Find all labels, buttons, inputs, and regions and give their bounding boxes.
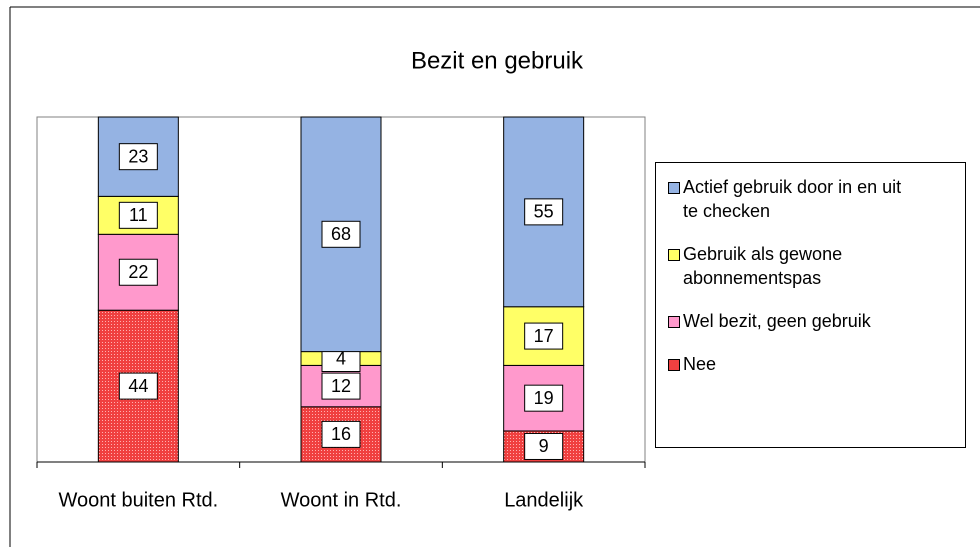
chart-title: Bezit en gebruik (411, 47, 584, 74)
legend-label: Wel bezit, geen gebruik (683, 311, 871, 331)
legend-swatch (668, 316, 680, 328)
legend-swatch (668, 359, 680, 371)
data-label-box (118, 201, 158, 229)
legend-label: Actief gebruik door in en uit te checken (683, 177, 902, 221)
data-label: 12 (331, 376, 351, 396)
legend-swatch (668, 249, 680, 261)
data-label: 17 (534, 326, 554, 346)
data-label: 4 (336, 348, 346, 368)
data-label: 23 (128, 146, 148, 166)
data-label-box (118, 372, 158, 400)
legend-item: Nee (668, 352, 955, 376)
x-tick-label: Landelijk (504, 489, 584, 511)
data-label-box (524, 198, 564, 226)
legend-swatch (668, 182, 680, 194)
legend-item: Actief gebruik door in en uit te checken (668, 175, 955, 223)
data-label: 55 (534, 202, 554, 222)
data-label: 11 (129, 205, 148, 225)
data-label-box (321, 372, 361, 400)
data-label: 16 (331, 424, 351, 444)
data-label: 44 (128, 376, 148, 396)
data-label-box (118, 258, 158, 286)
data-label-box (524, 432, 564, 460)
legend-label: Nee (683, 354, 717, 374)
data-label: 22 (128, 262, 148, 282)
legend-item: Wel bezit, geen gebruik (668, 309, 955, 333)
data-label: 19 (534, 388, 554, 408)
legend: Actief gebruik door in en uit te checken… (655, 162, 966, 448)
legend-item: Gebruik als gewone abonnementspas (668, 242, 955, 290)
data-label-box (524, 384, 564, 412)
legend-label: Gebruik als gewone abonnementspas (683, 244, 843, 288)
data-label-box (118, 143, 158, 171)
x-tick-label: Woont in Rtd. (281, 489, 402, 511)
data-label: 9 (539, 436, 549, 456)
data-label-box (321, 220, 361, 248)
x-tick-label: Woont buiten Rtd. (58, 489, 218, 511)
data-label-box (321, 420, 361, 448)
data-label: 68 (331, 224, 351, 244)
data-label-box (524, 322, 564, 350)
